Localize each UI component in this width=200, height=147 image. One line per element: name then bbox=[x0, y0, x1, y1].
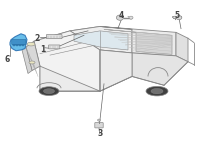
Ellipse shape bbox=[27, 42, 35, 46]
Circle shape bbox=[173, 16, 176, 19]
FancyBboxPatch shape bbox=[12, 40, 26, 45]
Ellipse shape bbox=[16, 44, 18, 46]
Ellipse shape bbox=[44, 89, 54, 94]
Ellipse shape bbox=[151, 88, 163, 94]
Text: 3: 3 bbox=[97, 128, 103, 138]
Circle shape bbox=[176, 16, 182, 20]
Polygon shape bbox=[100, 26, 176, 56]
Circle shape bbox=[116, 15, 124, 20]
Polygon shape bbox=[70, 26, 132, 53]
Polygon shape bbox=[132, 53, 188, 85]
Circle shape bbox=[129, 16, 133, 19]
Polygon shape bbox=[74, 31, 128, 50]
Text: 5: 5 bbox=[174, 11, 180, 20]
FancyBboxPatch shape bbox=[46, 35, 62, 39]
Ellipse shape bbox=[13, 44, 15, 46]
Text: 4: 4 bbox=[118, 11, 124, 20]
Ellipse shape bbox=[19, 44, 21, 46]
Text: 1: 1 bbox=[40, 45, 46, 54]
Text: 2: 2 bbox=[34, 34, 40, 44]
Ellipse shape bbox=[22, 44, 24, 46]
FancyBboxPatch shape bbox=[95, 123, 103, 128]
Polygon shape bbox=[100, 50, 132, 91]
Ellipse shape bbox=[29, 61, 35, 64]
Polygon shape bbox=[22, 47, 32, 74]
Polygon shape bbox=[40, 50, 132, 91]
Ellipse shape bbox=[146, 86, 168, 96]
Polygon shape bbox=[34, 31, 100, 91]
Ellipse shape bbox=[39, 87, 59, 96]
Polygon shape bbox=[26, 41, 40, 71]
Polygon shape bbox=[10, 34, 27, 51]
FancyBboxPatch shape bbox=[49, 45, 60, 49]
Circle shape bbox=[98, 119, 100, 121]
Polygon shape bbox=[176, 32, 188, 62]
Polygon shape bbox=[34, 26, 100, 66]
Polygon shape bbox=[104, 29, 172, 54]
Text: 6: 6 bbox=[5, 55, 10, 64]
